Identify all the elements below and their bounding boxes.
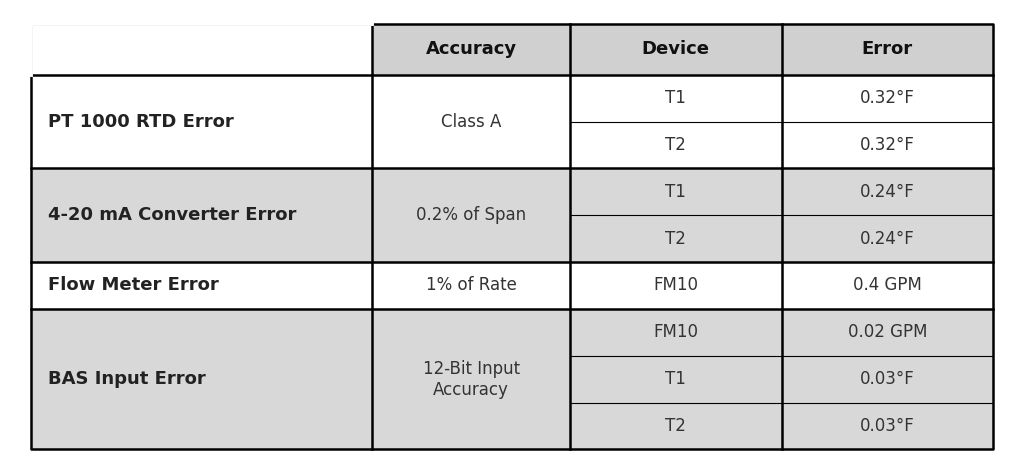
Text: T1: T1 xyxy=(666,89,686,107)
Text: Accuracy: Accuracy xyxy=(426,40,517,58)
Text: T1: T1 xyxy=(666,183,686,201)
Bar xyxy=(373,309,569,449)
Text: T2: T2 xyxy=(666,229,686,248)
Bar xyxy=(373,24,569,75)
Text: Flow Meter Error: Flow Meter Error xyxy=(48,276,219,295)
Bar xyxy=(569,309,781,356)
Text: 1% of Rate: 1% of Rate xyxy=(426,276,516,295)
Text: 12-Bit Input
Accuracy: 12-Bit Input Accuracy xyxy=(423,359,519,399)
Text: T2: T2 xyxy=(666,136,686,154)
Bar xyxy=(781,24,993,75)
Text: PT 1000 RTD Error: PT 1000 RTD Error xyxy=(48,113,233,131)
Bar xyxy=(781,356,993,403)
Bar xyxy=(373,262,569,309)
Text: Class A: Class A xyxy=(441,113,502,131)
Text: BAS Input Error: BAS Input Error xyxy=(48,370,206,388)
Text: 0.02 GPM: 0.02 GPM xyxy=(848,323,927,342)
Bar xyxy=(569,356,781,403)
Text: T1: T1 xyxy=(666,370,686,388)
Bar xyxy=(781,262,993,309)
Bar xyxy=(781,215,993,262)
Bar xyxy=(781,309,993,356)
Bar xyxy=(781,168,993,215)
Text: FM10: FM10 xyxy=(653,323,698,342)
Text: 0.24°F: 0.24°F xyxy=(860,229,914,248)
Bar xyxy=(31,309,373,449)
Text: 0.32°F: 0.32°F xyxy=(860,89,914,107)
Text: 0.24°F: 0.24°F xyxy=(860,183,914,201)
Bar xyxy=(31,24,373,75)
Bar xyxy=(781,403,993,449)
Bar xyxy=(31,262,373,309)
Text: FM10: FM10 xyxy=(653,276,698,295)
Bar xyxy=(569,24,781,75)
Text: T2: T2 xyxy=(666,417,686,435)
Text: 0.4 GPM: 0.4 GPM xyxy=(853,276,922,295)
Text: 0.03°F: 0.03°F xyxy=(860,370,914,388)
Bar xyxy=(569,215,781,262)
Text: 4-20 mA Converter Error: 4-20 mA Converter Error xyxy=(48,206,296,224)
Text: Error: Error xyxy=(862,40,913,58)
Bar xyxy=(781,75,993,122)
Bar xyxy=(569,168,781,215)
Bar xyxy=(569,122,781,168)
Text: 0.03°F: 0.03°F xyxy=(860,417,914,435)
Bar xyxy=(569,403,781,449)
Bar xyxy=(781,122,993,168)
Bar xyxy=(373,75,569,168)
Bar xyxy=(31,75,373,168)
Bar xyxy=(373,168,569,262)
Bar xyxy=(31,168,373,262)
Bar xyxy=(569,262,781,309)
Text: Device: Device xyxy=(642,40,710,58)
Bar xyxy=(569,75,781,122)
Text: 0.32°F: 0.32°F xyxy=(860,136,914,154)
Text: 0.2% of Span: 0.2% of Span xyxy=(416,206,526,224)
